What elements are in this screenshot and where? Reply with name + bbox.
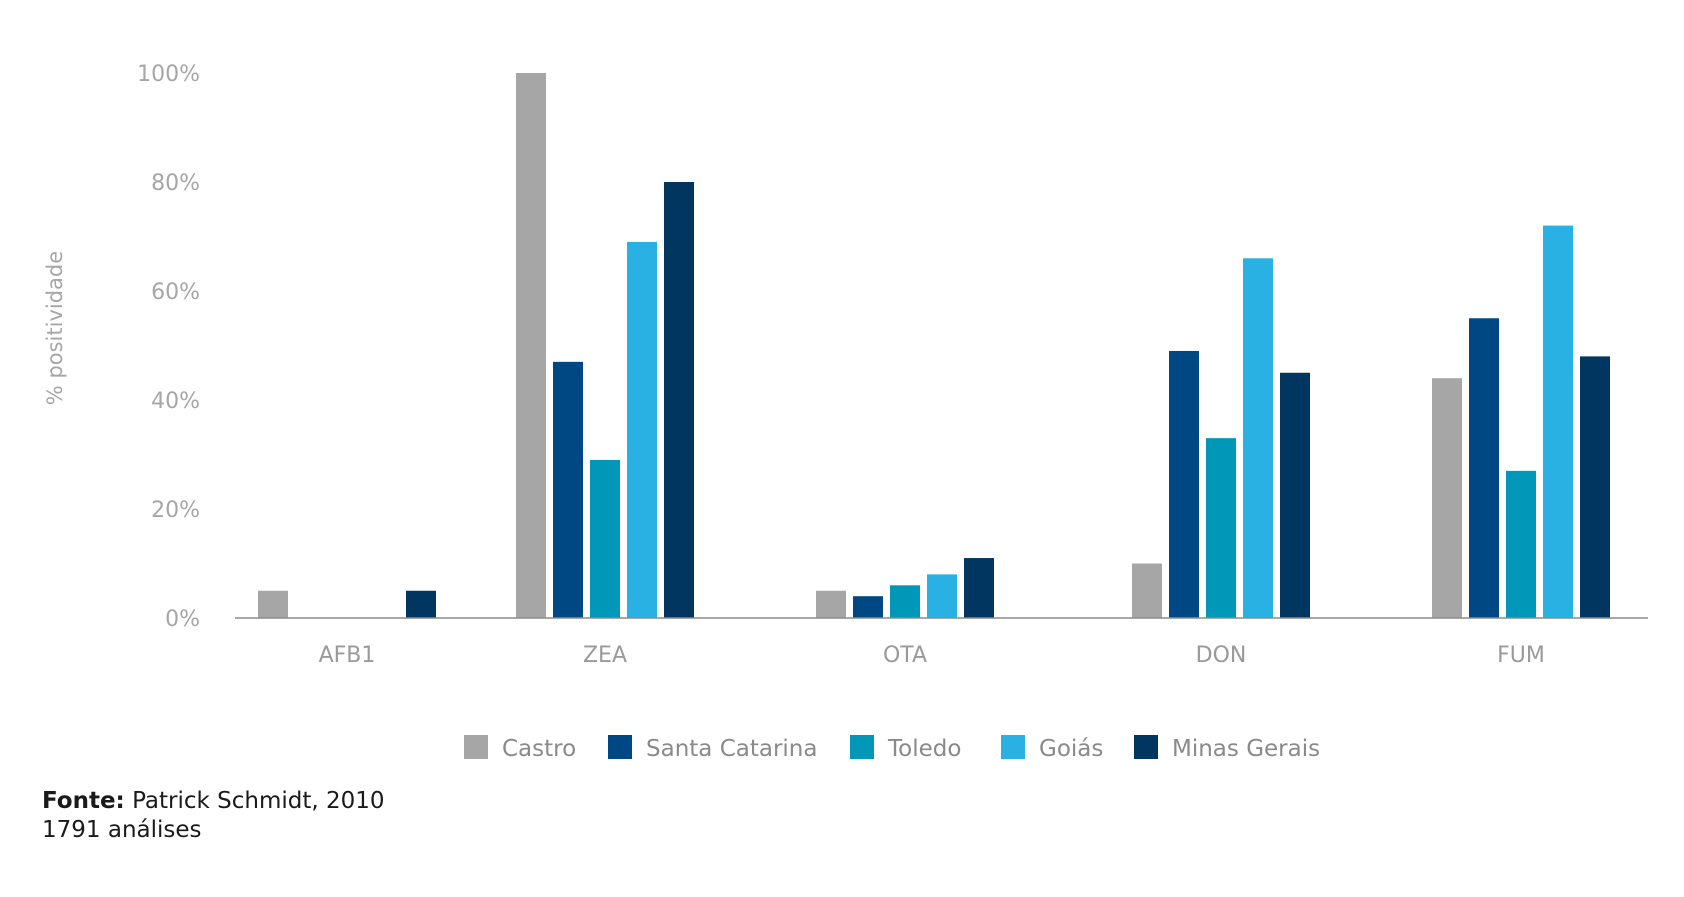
x-tick-label: OTA: [883, 643, 927, 668]
bar: [1206, 438, 1236, 618]
bar: [1243, 258, 1273, 618]
legend-label: Minas Gerais: [1172, 736, 1320, 762]
x-tick-label: ZEA: [583, 643, 627, 668]
bar: [406, 590, 436, 618]
x-axis: AFB1 ZEA OTA DON FUM: [319, 643, 1545, 668]
footer-source: Fonte: Patrick Schmidt, 2010 1791 anális…: [42, 787, 385, 845]
bar: [258, 590, 288, 618]
bar: [1543, 225, 1573, 618]
bar: [1432, 378, 1462, 618]
source-label: Fonte:: [42, 788, 125, 814]
bar: [664, 182, 694, 618]
legend-label: Goiás: [1039, 736, 1103, 762]
legend-swatch: [1134, 735, 1158, 759]
y-tick-label: 100%: [137, 62, 200, 87]
analyses-count: 1791 análises: [42, 817, 202, 843]
legend-label: Toledo: [887, 736, 961, 762]
y-tick-label: 80%: [151, 171, 200, 196]
x-tick-label: DON: [1196, 643, 1247, 668]
legend-swatch: [850, 735, 874, 759]
legend-swatch: [1001, 735, 1025, 759]
bar: [627, 241, 657, 618]
y-tick-label: 0%: [165, 607, 200, 632]
bar: [516, 73, 546, 618]
bar: [853, 596, 883, 618]
bar: [890, 585, 920, 618]
y-tick-label: 40%: [151, 389, 200, 414]
x-tick-label: FUM: [1497, 643, 1545, 668]
x-tick-label: AFB1: [319, 643, 376, 668]
bar: [553, 361, 583, 618]
bar: [816, 590, 846, 618]
y-axis-label: % positividade: [43, 251, 67, 405]
y-tick-label: 20%: [151, 498, 200, 523]
bar: [964, 558, 994, 618]
source-text: Patrick Schmidt, 2010: [132, 788, 385, 814]
bars: [258, 73, 1610, 618]
y-tick-label: 60%: [151, 280, 200, 305]
bar: [590, 459, 620, 618]
bar: [1506, 470, 1536, 618]
bar: [1580, 356, 1610, 618]
legend: Castro Santa Catarina Toledo Goiás Minas Ger…: [464, 735, 1320, 762]
bar: [1132, 563, 1162, 618]
bar: [1280, 372, 1310, 618]
bar: [927, 574, 957, 618]
bar: [1169, 350, 1199, 618]
legend-label: Castro: [502, 736, 576, 762]
bar: [1469, 318, 1499, 618]
legend-label: Santa Catarina: [646, 736, 817, 762]
legend-swatch: [464, 735, 488, 759]
legend-swatch: [608, 735, 632, 759]
y-axis: 0% 20% 40% 60% 80% 100%: [137, 62, 200, 632]
